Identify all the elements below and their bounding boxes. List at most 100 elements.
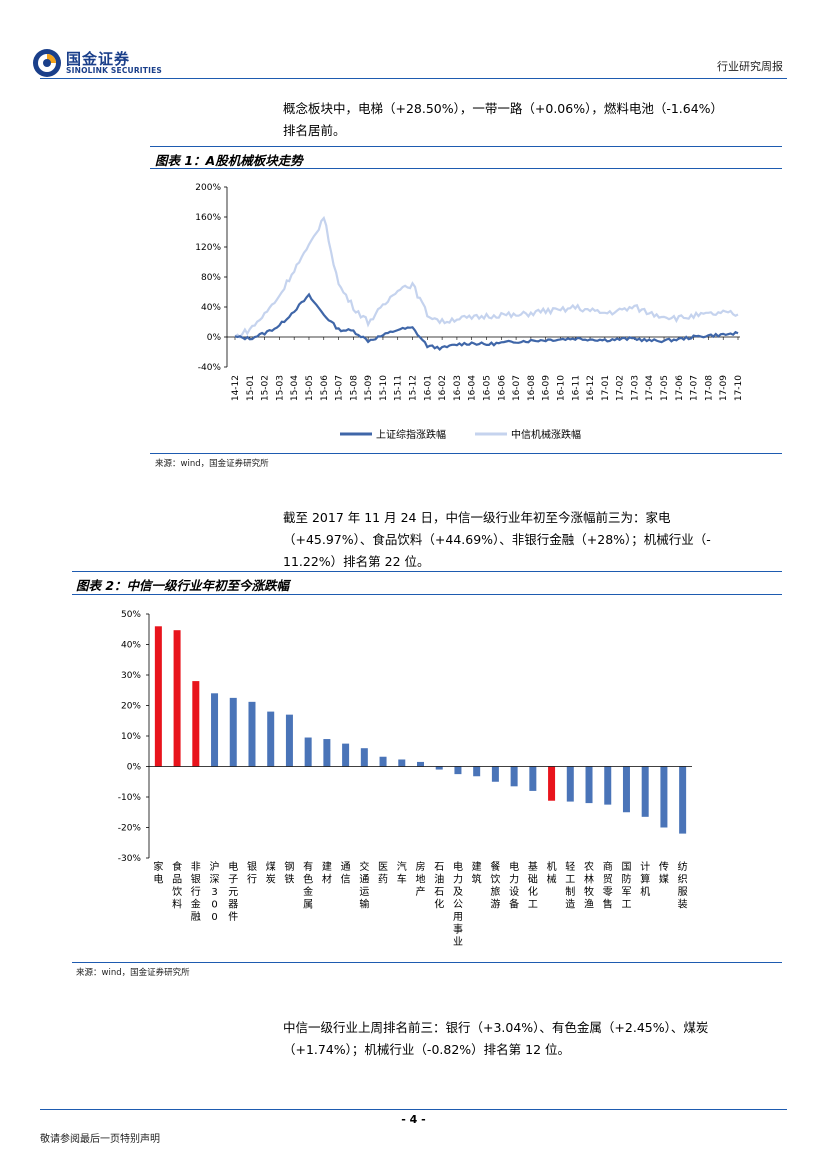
category-label-20: 基础化工 [528, 860, 538, 911]
figure2-bottom-rule [72, 962, 782, 963]
bar-9 [323, 739, 331, 767]
bar-25 [622, 766, 630, 813]
bar-1 [173, 630, 181, 767]
category-label-9: 建材 [322, 860, 332, 886]
figure2-title: 图表 2：中信一级行业年初至今涨跌幅 [76, 578, 290, 593]
paragraph-line: 排名居前。 [283, 123, 346, 138]
bar-5 [248, 701, 256, 767]
category-label-16: 电力及公用事业 [453, 860, 463, 948]
x-tick-label: 15-05 [305, 375, 315, 401]
figure1-title: 图表 1：A股机械板块走势 [155, 153, 303, 168]
x-tick-label: 15-08 [349, 375, 359, 401]
legend-label-shanghai: 上证综指涨跌幅 [376, 428, 446, 441]
x-tick-label: 15-10 [379, 375, 389, 401]
y-tick-label: 50% [121, 610, 141, 620]
paragraph-line: （+1.74%）；机械行业（-0.82%）排名第 12 位。 [283, 1042, 571, 1057]
bar-17 [473, 766, 481, 777]
category-label-4: 电子元器件 [228, 860, 238, 923]
y-tick-label: 80% [201, 273, 221, 283]
bar-13 [398, 759, 406, 767]
category-label-6: 煤炭 [266, 860, 276, 886]
y-tick-label: -20% [118, 824, 142, 834]
paragraph-line: 截至 2017 年 11 月 24 日，中信一级行业年初至今涨幅前三为：家电 [283, 510, 671, 525]
figure1-line-chart: 200% 160% 120% 80% 40% 0% -40% 14-12 15-01 15-02 1… [195, 183, 744, 441]
bar-10 [342, 743, 350, 767]
bar-15 [435, 766, 443, 770]
paragraph-line: 中信一级行业上周排名前三：银行（+3.04%）、有色金属（+2.45%）、煤炭 [283, 1020, 709, 1035]
x-tick-label: 17-05 [660, 375, 670, 401]
figure2-bar-chart: 50% 40% 30% 20% 10% 0% -10% -20% -30% 家电食品饮料非银行金融… [118, 610, 692, 948]
bar-24 [604, 766, 612, 805]
category-label-23: 农林牧渔 [584, 860, 594, 911]
figure1-source: 来源：wind，国金证券研究所 [155, 459, 269, 469]
x-tick-label: 17-08 [704, 375, 714, 401]
y-tick-label: 120% [195, 243, 221, 253]
category-label-26: 计算机 [640, 860, 650, 898]
category-label-12: 医药 [378, 861, 388, 886]
page-number: - 4 - [401, 1113, 426, 1126]
y-tick-label: 0% [127, 763, 142, 773]
series-line-machinery [234, 215, 739, 339]
series-line-shanghai [234, 292, 739, 351]
y-tick-label: 20% [121, 702, 141, 712]
category-label-25: 国防军工 [621, 861, 631, 911]
x-tick-label: 16-01 [423, 375, 433, 401]
bar-14 [417, 761, 424, 767]
paragraph-concept: 概念板块中，电梯（+28.50%），一带一路（+0.06%），燃料电池（-1.6… [283, 98, 723, 142]
category-label-2: 非银行金融 [191, 861, 201, 923]
bar-3 [211, 693, 219, 767]
x-tick-label: 17-01 [601, 375, 611, 401]
paragraph-line: 11.22%）排名第 22 位。 [283, 554, 430, 569]
bar-12 [379, 756, 387, 767]
bar-18 [491, 766, 499, 782]
y-tick-label: -10% [118, 793, 142, 803]
y-tick-label: -30% [118, 854, 142, 864]
x-tick-label: 16-10 [556, 375, 566, 401]
x-tick-label: 17-09 [719, 375, 729, 401]
header-divider [40, 78, 787, 79]
bar-6 [267, 711, 275, 767]
category-label-15: 石油石化 [434, 862, 444, 911]
y-tick-label: 40% [201, 303, 221, 313]
y-tick-label: -40% [198, 363, 222, 373]
brand-name-en: SINOLINK SECURITIES [66, 66, 163, 75]
paragraph-line: （+45.97%）、食品饮料（+44.69%）、非银行金融（+28%）；机械行业… [283, 532, 711, 547]
figure1-bottom-rule [150, 453, 782, 454]
bar-27 [660, 766, 668, 828]
category-label-8: 有色金属 [303, 860, 313, 911]
category-label-11: 交通运输 [359, 860, 369, 911]
footer-divider [40, 1109, 787, 1110]
category-label-14: 房地产 [416, 860, 426, 898]
y-tick-label: 200% [195, 183, 221, 193]
x-tick-label: 16-12 [586, 375, 596, 401]
figure1-top-rule [150, 146, 782, 147]
figure2-source: 来源：wind，国金证券研究所 [76, 968, 190, 978]
bar-2 [192, 681, 200, 767]
bar-20 [529, 766, 537, 791]
category-label-24: 商贸零售 [603, 860, 613, 911]
bar-16 [454, 766, 462, 775]
bar-26 [641, 766, 649, 817]
category-label-28: 纺织服装 [678, 860, 688, 911]
x-tick-label: 16-11 [571, 375, 581, 401]
x-tick-label: 16-04 [468, 375, 478, 401]
x-tick-label: 15-06 [320, 375, 330, 401]
bar-8 [304, 737, 312, 767]
category-label-18: 餐饮旅游 [490, 860, 500, 911]
x-tick-label: 15-04 [290, 375, 300, 401]
x-tick-label: 15-03 [275, 375, 285, 401]
x-tick-label: 17-07 [690, 375, 700, 401]
x-tick-label: 16-09 [542, 375, 552, 401]
category-label-17: 建筑 [472, 860, 482, 886]
x-tick-label: 15-12 [409, 375, 419, 401]
category-label-7: 钢铁 [284, 860, 294, 886]
x-tick-label: 16-05 [483, 375, 493, 401]
x-tick-label: 17-10 [734, 375, 744, 401]
category-label-27: 传媒 [659, 861, 669, 886]
bar-21 [548, 766, 556, 801]
bar-22 [566, 766, 574, 802]
x-tick-label: 16-08 [527, 375, 537, 401]
report-type: 行业研究周报 [717, 60, 783, 73]
x-tick-label: 16-02 [438, 375, 448, 401]
figure1-title-rule [150, 168, 782, 169]
